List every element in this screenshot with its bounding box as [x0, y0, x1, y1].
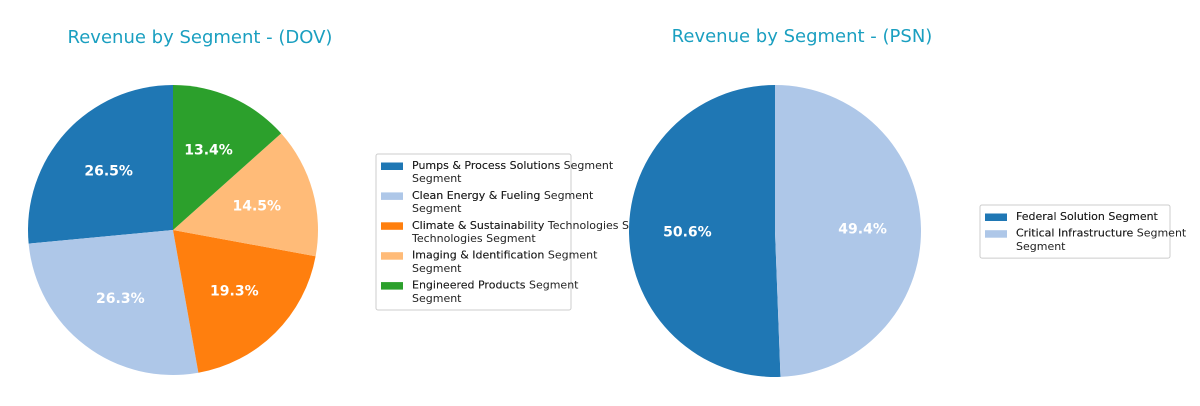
- legend-swatch: [381, 192, 403, 200]
- pie-slice: [28, 85, 174, 244]
- chart-title: Revenue by Segment - (PSN): [672, 26, 933, 47]
- legend-swatch: [381, 252, 403, 260]
- slice-label: 50.6%: [663, 225, 712, 241]
- legend-swatch: [381, 222, 403, 230]
- legend-swatch: [381, 282, 403, 290]
- legend-swatch: [985, 230, 1007, 238]
- pie-slice: [173, 133, 318, 257]
- legend-box: [375, 153, 572, 311]
- slice-label: 13.4%: [184, 143, 233, 159]
- pie-slice: [775, 85, 921, 377]
- legend-label: Federal Solution SegmentFederal Solution…: [1016, 210, 1159, 223]
- legend-swatch: [985, 213, 1007, 221]
- pie-slice: [173, 230, 316, 373]
- slice-label: 26.5%: [84, 163, 133, 179]
- legend-swatch: [381, 162, 403, 170]
- slice-label: 49.4%: [838, 221, 887, 237]
- pie-slice: [28, 230, 199, 375]
- slice-label: 26.3%: [96, 291, 145, 307]
- chart-title: Revenue by Segment - (DOV): [68, 27, 333, 48]
- slice-label: 19.3%: [210, 284, 259, 300]
- slice-label: 14.5%: [232, 199, 281, 215]
- pie-slice: [629, 85, 781, 377]
- legend-box: [979, 204, 1171, 259]
- pie-slice: [173, 85, 282, 230]
